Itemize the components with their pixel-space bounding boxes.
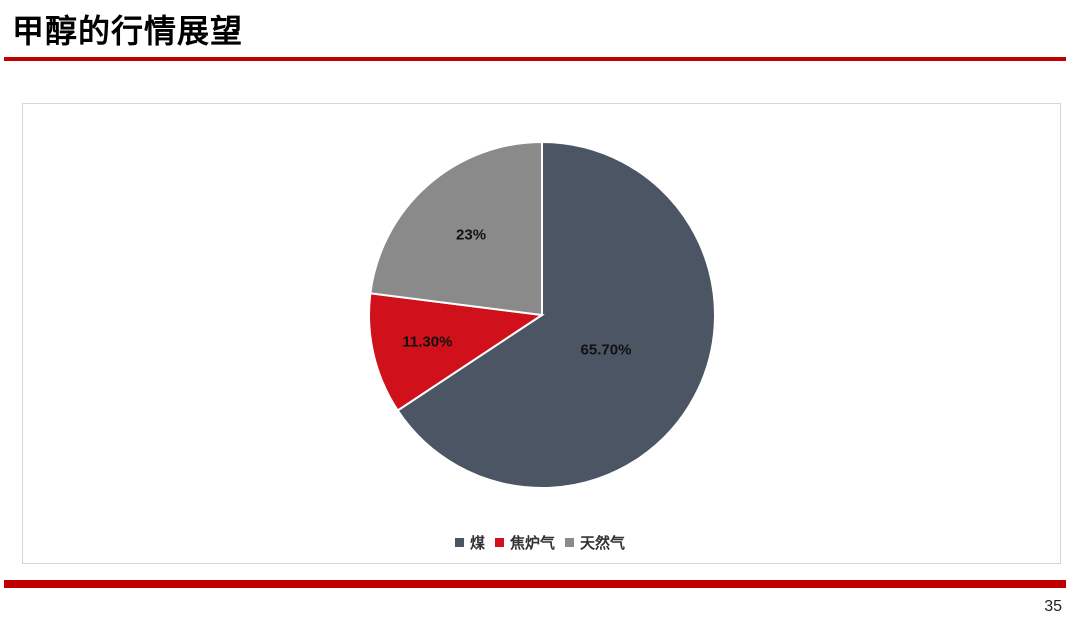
slide-title: 甲醇的行情展望 — [12, 12, 244, 50]
pie-slice-label-1: 11.30% — [402, 334, 452, 351]
chart-legend: 煤 焦炉气 天然气 — [0, 532, 1080, 553]
footer-divider — [4, 580, 1066, 588]
legend-item-0: 煤 — [454, 532, 485, 553]
legend-label-1: 焦炉气 — [509, 534, 555, 552]
legend-swatch-2 — [565, 538, 574, 547]
legend-item-1: 焦炉气 — [494, 532, 555, 553]
legend-label-2: 天然气 — [580, 534, 626, 552]
pie-slice-label-0: 65.70% — [581, 341, 632, 358]
legend-label-0: 煤 — [469, 534, 485, 552]
pie-slice-0 — [396, 140, 716, 489]
legend-swatch-0 — [454, 538, 464, 547]
page-number: 35 — [1044, 598, 1062, 615]
legend-item-2: 天然气 — [565, 532, 625, 553]
pie-slice-label-2: 23% — [456, 227, 486, 244]
pie-slice-2 — [369, 140, 543, 317]
title-divider — [4, 57, 1066, 61]
pie-slice-1 — [368, 292, 545, 412]
legend-swatch-1 — [494, 538, 504, 547]
